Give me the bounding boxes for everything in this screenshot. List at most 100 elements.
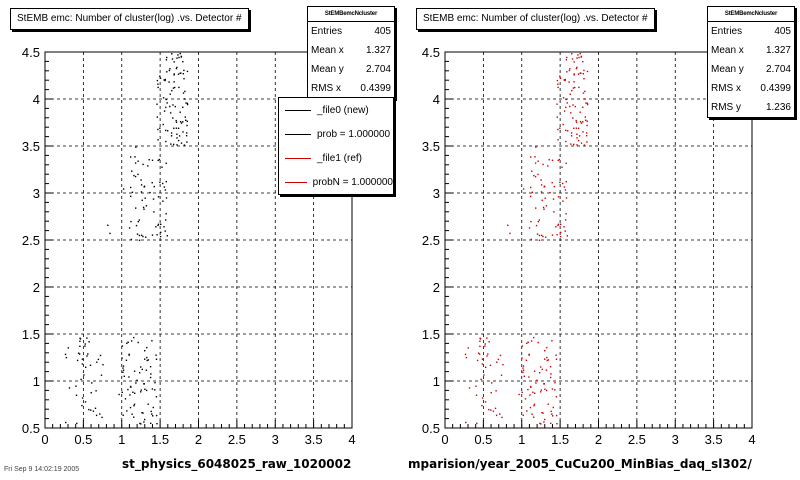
stat-value: 2.704 [365,64,391,75]
data-point [186,103,189,106]
data-point [523,375,525,377]
data-point [86,355,88,357]
x-tick-label: 2 [595,432,602,447]
data-point [545,205,548,207]
y-tick-label: 3.5 [422,139,440,154]
data-point [488,408,490,411]
data-point [173,61,175,63]
y-tick-label: 1.5 [22,327,40,342]
right-stats-box: StEMBemcNcluster Entries 405 Mean x 1.327 … [707,6,795,118]
data-point [541,368,543,371]
data-point [145,389,148,392]
data-point [527,341,529,343]
data-point [141,199,143,201]
data-point [570,143,572,145]
data-point [546,356,548,359]
data-point [134,175,137,178]
data-point [182,131,184,133]
data-point [542,412,544,414]
data-point [145,369,148,371]
data-point [135,224,138,227]
data-point [529,406,532,409]
right-stats-row: Entries 405 [708,22,794,41]
data-point [544,418,546,421]
data-point [88,408,90,411]
data-point [172,117,174,119]
data-point [530,340,533,342]
data-point [565,59,568,61]
data-point [551,388,554,390]
data-point [585,135,588,137]
data-point [586,103,589,106]
data-point [572,104,574,106]
data-point [481,363,484,365]
data-point [556,79,559,82]
data-point [151,340,153,342]
stat-value: 2.704 [765,64,791,75]
data-point [563,79,565,81]
data-point [140,423,142,425]
x-tick-label: 4 [748,432,755,447]
data-point [173,81,175,83]
data-point [122,367,124,369]
data-point [163,79,165,81]
data-point [155,358,158,360]
data-point [555,358,558,360]
data-point [528,354,530,356]
data-point [562,200,564,202]
data-point [159,235,162,238]
data-point [560,231,562,234]
left-chart-title: StEMB emc: Number of cluster(log) .vs. D… [10,8,249,30]
data-point [534,392,536,394]
data-point [574,105,576,108]
data-point [137,341,139,344]
data-point [557,196,560,198]
data-point [178,56,180,59]
data-point [489,364,492,366]
data-point [497,358,500,361]
data-point [540,423,542,425]
data-point [140,184,143,186]
data-point [182,121,184,123]
data-point [565,213,567,215]
data-point [144,350,146,352]
data-point [144,418,146,421]
data-point [145,205,148,207]
data-point [134,162,137,164]
data-point [165,129,167,132]
y-tick-label: 0.5 [422,421,440,436]
data-point [481,358,484,360]
data-point [163,110,166,112]
data-point [576,133,578,135]
data-point [165,213,167,215]
data-point [186,70,189,73]
right-x-axis-title: mparision/year_2005_CuCu200_MinBias_daq_… [408,457,752,471]
data-point [572,117,574,119]
data-point [537,160,539,162]
data-point [127,341,129,343]
data-point [478,353,481,355]
data-point [537,221,539,223]
data-point [518,393,520,396]
data-point [533,370,536,372]
stat-label: RMS x [711,83,741,94]
data-point [85,366,87,368]
data-point [95,414,98,417]
data-point [566,235,568,237]
data-point [121,357,123,359]
x-tick-label: 2.5 [228,432,246,447]
data-point [545,369,548,371]
data-point [125,359,128,361]
data-point [540,366,542,368]
data-point [92,410,95,412]
data-point [564,189,567,191]
data-point [563,110,566,112]
data-point [556,234,558,236]
data-point [130,195,132,198]
data-point [574,86,576,89]
data-point [149,376,152,379]
data-point [183,78,185,80]
data-point [175,67,178,70]
data-point [552,415,554,417]
data-point [538,239,541,241]
